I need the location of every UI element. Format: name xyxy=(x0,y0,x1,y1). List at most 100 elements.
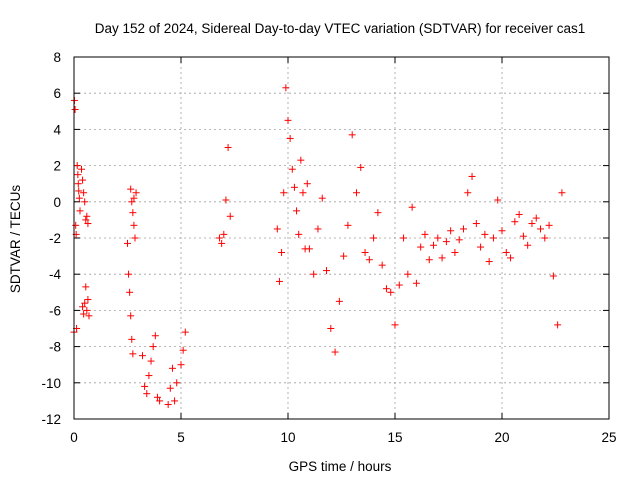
data-point xyxy=(494,196,502,204)
data-point xyxy=(314,225,322,233)
data-point xyxy=(310,270,318,278)
data-point xyxy=(83,306,91,314)
data-points xyxy=(70,84,566,409)
data-point xyxy=(532,214,540,222)
data-point xyxy=(455,236,463,244)
grid-layer xyxy=(74,57,609,419)
data-point xyxy=(128,335,136,343)
data-point xyxy=(216,234,224,242)
data-point xyxy=(282,84,290,92)
data-point xyxy=(74,171,82,179)
data-point xyxy=(344,221,352,229)
data-point xyxy=(129,350,137,358)
data-point xyxy=(442,238,450,246)
chart-title: Day 152 of 2024, Sidereal Day-to-day VTE… xyxy=(95,21,585,36)
x-tick-label: 10 xyxy=(280,430,295,445)
data-point xyxy=(425,256,433,264)
data-point xyxy=(430,241,438,249)
data-point xyxy=(132,189,140,197)
data-point xyxy=(391,321,399,329)
data-point xyxy=(451,248,459,256)
data-point xyxy=(75,187,83,195)
data-point xyxy=(511,218,519,226)
data-point xyxy=(549,272,557,280)
data-point xyxy=(365,256,373,264)
data-point xyxy=(226,212,234,220)
data-point xyxy=(438,254,446,262)
data-point xyxy=(323,267,331,275)
data-point xyxy=(79,176,87,184)
y-tick-label: -8 xyxy=(49,340,61,355)
data-point xyxy=(164,401,172,409)
data-point xyxy=(76,207,84,215)
data-point xyxy=(218,239,226,247)
data-point xyxy=(131,234,139,242)
y-tick-label: -12 xyxy=(41,412,61,427)
data-point xyxy=(528,220,536,228)
data-point xyxy=(468,172,476,180)
data-point xyxy=(318,194,326,202)
tick-layer: 0 5 10 15 20 25 -12 -10 -8 -6 -4 -2 0 2 4 6 8 xyxy=(41,50,616,445)
data-point xyxy=(80,189,88,197)
data-point xyxy=(145,372,153,380)
data-point xyxy=(348,131,356,139)
y-tick-label: 8 xyxy=(53,50,61,65)
data-point xyxy=(545,221,553,229)
data-point xyxy=(278,248,286,256)
x-tick-label: 20 xyxy=(494,430,509,445)
data-point xyxy=(82,283,90,291)
y-tick-label: -6 xyxy=(49,303,61,318)
data-point xyxy=(459,225,467,233)
data-point xyxy=(327,325,335,332)
x-axis-label: GPS time / hours xyxy=(289,459,392,474)
data-point xyxy=(408,203,416,211)
data-point xyxy=(220,230,228,238)
data-point xyxy=(370,234,378,242)
data-point xyxy=(361,248,369,256)
data-point xyxy=(129,209,137,217)
data-point xyxy=(498,227,506,235)
data-point xyxy=(72,221,80,229)
data-point xyxy=(335,297,343,305)
data-point xyxy=(447,227,455,235)
data-point xyxy=(395,281,403,289)
data-point xyxy=(82,216,90,224)
data-point xyxy=(84,296,92,304)
data-point xyxy=(222,196,230,204)
data-point xyxy=(288,165,296,173)
data-point xyxy=(224,144,232,151)
data-point xyxy=(124,239,131,247)
data-point xyxy=(293,207,301,215)
data-point xyxy=(299,189,307,197)
data-point xyxy=(515,210,523,218)
y-tick-label: -4 xyxy=(49,267,61,282)
data-point xyxy=(434,234,442,242)
data-point xyxy=(404,270,412,278)
data-point xyxy=(280,189,288,197)
data-point xyxy=(74,180,82,188)
data-point xyxy=(417,243,425,251)
data-point xyxy=(171,397,179,405)
data-point xyxy=(357,163,365,171)
data-point xyxy=(71,105,79,113)
data-point xyxy=(83,212,91,220)
data-point xyxy=(387,288,395,296)
data-point xyxy=(177,361,185,369)
data-point xyxy=(489,234,497,242)
data-point xyxy=(126,288,134,296)
data-point xyxy=(537,225,545,233)
data-point xyxy=(290,183,298,191)
data-point xyxy=(507,254,515,262)
data-point xyxy=(400,234,408,242)
y-tick-label: 4 xyxy=(53,122,61,137)
data-point xyxy=(421,230,429,238)
data-point xyxy=(127,185,135,193)
y-axis-label: SDTVAR / TECUs xyxy=(8,185,23,294)
data-point xyxy=(286,134,294,142)
x-tick-label: 15 xyxy=(387,430,402,445)
data-point xyxy=(464,189,472,197)
data-point xyxy=(519,232,527,240)
data-point xyxy=(147,357,155,365)
data-point xyxy=(125,270,133,278)
